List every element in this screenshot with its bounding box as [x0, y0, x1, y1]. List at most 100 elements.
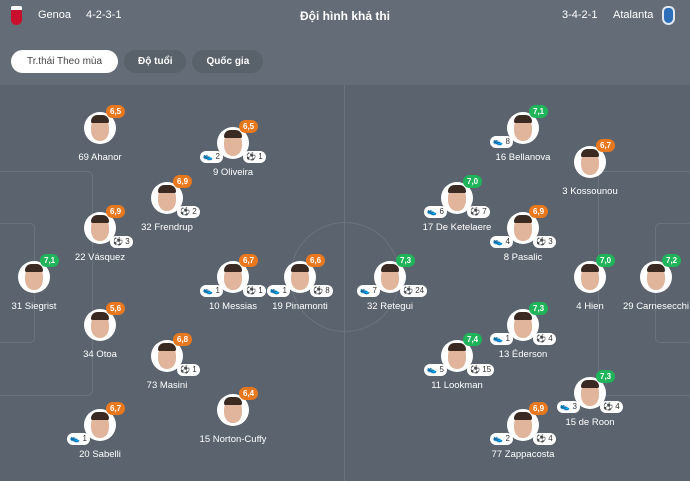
assists-count: 2	[215, 152, 220, 161]
assists-count: 3	[572, 402, 577, 411]
rating-badge: 7,1	[40, 254, 60, 267]
goals-badge: ⚽ 8	[310, 285, 333, 297]
rating-badge: 6,5	[239, 120, 259, 133]
rating-badge: 6,9	[106, 205, 126, 218]
rating-badge: 6,5	[106, 105, 126, 118]
assists-count: 1	[505, 334, 510, 343]
goals-count: 3	[125, 237, 130, 246]
player-avatar	[574, 146, 606, 178]
player-name: 69 Ahanor	[78, 152, 122, 163]
atalanta-logo	[662, 6, 675, 25]
goals-count: 2	[192, 207, 197, 216]
player-name: 77 Zappacosta	[491, 449, 555, 460]
goals-badge: ⚽ 3	[110, 236, 133, 248]
ball-icon: ⚽	[403, 286, 413, 295]
assists-badge: 👟 8	[490, 136, 513, 148]
goals-count: 15	[482, 365, 492, 374]
assists-badge: 👟 3	[557, 401, 580, 413]
assists-badge: 👟 1	[490, 333, 513, 345]
assists-badge: 👟 4	[490, 236, 513, 248]
player-name: 32 Retegui	[367, 301, 413, 312]
goals-badge: ⚽ 4	[533, 433, 556, 445]
goals-badge: ⚽ 4	[600, 401, 623, 413]
page-title: Đội hình khả thi	[300, 9, 390, 23]
goals-count: 4	[548, 334, 553, 343]
goals-badge: ⚽ 2	[177, 206, 200, 218]
player-name: 16 Bellanova	[495, 152, 551, 163]
rating-badge: 7,0	[463, 175, 483, 188]
goals-count: 8	[325, 286, 330, 295]
assists-badge: 👟 7	[357, 285, 380, 297]
goals-count: 1	[258, 152, 263, 161]
rating-badge: 7,0	[596, 254, 616, 267]
assists-count: 1	[282, 286, 287, 295]
assists-badge: 👟 5	[424, 364, 447, 376]
player-name: 32 Frendrup	[141, 222, 193, 233]
goals-count: 4	[548, 434, 553, 443]
player-name: 15 Norton-Cuffy	[199, 434, 267, 445]
player-name: 34 Otoa	[83, 349, 117, 360]
assists-count: 1	[215, 286, 220, 295]
assists-badge: 👟 2	[490, 433, 513, 445]
boot-icon: 👟	[360, 286, 371, 295]
player-name: 19 Pinamonti	[272, 301, 328, 312]
player-name: 20 Sabelli	[79, 449, 121, 460]
boot-icon: 👟	[493, 137, 504, 146]
assists-badge: 👟 1	[267, 285, 290, 297]
player-name: 3 Kossounou	[562, 186, 618, 197]
rating-badge: 7,3	[529, 302, 549, 315]
home-penalty-area	[0, 171, 93, 396]
ball-icon: ⚽	[246, 152, 256, 161]
rating-badge: 6,7	[596, 139, 616, 152]
assists-count: 4	[505, 237, 510, 246]
tab-age[interactable]: Độ tuổi	[124, 50, 187, 73]
goals-badge: ⚽ 15	[467, 364, 495, 376]
player-name: 73 Masini	[146, 380, 188, 391]
ball-icon: ⚽	[470, 207, 480, 216]
lineup-header: Genoa 4-2-3-1 Đội hình khả thi 3-4-2-1 A…	[0, 0, 690, 85]
rating-badge: 6,7	[239, 254, 259, 267]
goals-badge: ⚽ 1	[243, 151, 266, 163]
assists-count: 7	[372, 286, 377, 295]
rating-badge: 6,6	[306, 254, 326, 267]
rating-badge: 5,6	[106, 302, 126, 315]
tab-season-form[interactable]: Tr.thái Theo mùa	[11, 50, 119, 73]
goals-badge: ⚽ 24	[400, 285, 428, 297]
assists-badge: 👟 1	[200, 285, 223, 297]
home-formation: 4-2-3-1	[86, 9, 122, 21]
away-formation: 3-4-2-1	[562, 9, 598, 21]
goals-count: 1	[258, 286, 263, 295]
goals-count: 7	[482, 207, 487, 216]
player-name: 15 de Roon	[565, 417, 615, 428]
ball-icon: ⚽	[536, 237, 546, 246]
goals-count: 24	[415, 286, 425, 295]
ball-icon: ⚽	[603, 402, 613, 411]
home-team-name: Genoa	[38, 9, 72, 21]
boot-icon: 👟	[427, 365, 438, 374]
assists-badge: 👟 6	[424, 206, 447, 218]
ball-icon: ⚽	[246, 286, 256, 295]
rating-badge: 6,9	[529, 205, 549, 218]
tab-nationality[interactable]: Quốc gia	[192, 50, 264, 73]
genoa-logo	[11, 6, 22, 25]
pitch: 7,1 31 Siegrist 6,9 ⚽ 3 22 Vásquez 5,6 34 Ot…	[0, 85, 690, 481]
goals-badge: ⚽ 4	[533, 333, 556, 345]
player-avatar	[574, 377, 606, 409]
rating-badge: 6,4	[239, 387, 259, 400]
goals-count: 3	[548, 237, 553, 246]
rating-badge: 6,9	[173, 175, 193, 188]
rating-badge: 7,4	[463, 333, 483, 346]
goals-badge: ⚽ 1	[243, 285, 266, 297]
rating-badge: 6,8	[173, 333, 193, 346]
player-name: 17 De Ketelaere	[422, 222, 492, 233]
boot-icon: 👟	[70, 434, 81, 443]
goals-badge: ⚽ 7	[467, 206, 490, 218]
ball-icon: ⚽	[470, 365, 480, 374]
rating-badge: 7,1	[529, 105, 549, 118]
boot-icon: 👟	[203, 286, 214, 295]
ball-icon: ⚽	[536, 334, 546, 343]
boot-icon: 👟	[493, 237, 504, 246]
ball-icon: ⚽	[180, 365, 190, 374]
player-name: 10 Messias	[208, 301, 258, 312]
assists-badge: 👟 2	[200, 151, 223, 163]
